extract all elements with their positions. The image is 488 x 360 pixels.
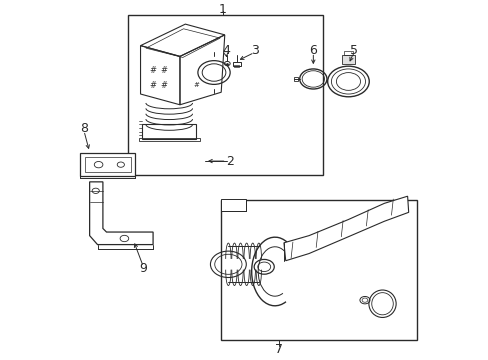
Text: #: #	[160, 81, 167, 90]
Polygon shape	[284, 196, 408, 261]
Text: #: #	[160, 66, 167, 75]
Text: 3: 3	[250, 44, 258, 57]
Bar	[341, 55, 354, 64]
Text: 2: 2	[226, 154, 234, 167]
Polygon shape	[80, 153, 135, 176]
Text: 1: 1	[219, 3, 226, 15]
Polygon shape	[89, 182, 153, 244]
Text: 4: 4	[222, 44, 229, 57]
Bar	[221, 200, 416, 339]
Text: #: #	[149, 66, 156, 75]
Text: 6: 6	[309, 44, 317, 57]
Text: 9: 9	[139, 262, 147, 275]
Bar	[221, 199, 246, 211]
Bar	[234, 66, 239, 67]
Bar	[293, 77, 298, 81]
Bar	[128, 15, 323, 175]
Bar	[343, 51, 352, 55]
Text: 7: 7	[274, 343, 282, 356]
Text: 5: 5	[349, 44, 357, 57]
Text: #: #	[149, 81, 156, 90]
Bar	[233, 62, 241, 66]
Text: 8: 8	[80, 122, 88, 135]
Text: #: #	[193, 82, 199, 88]
